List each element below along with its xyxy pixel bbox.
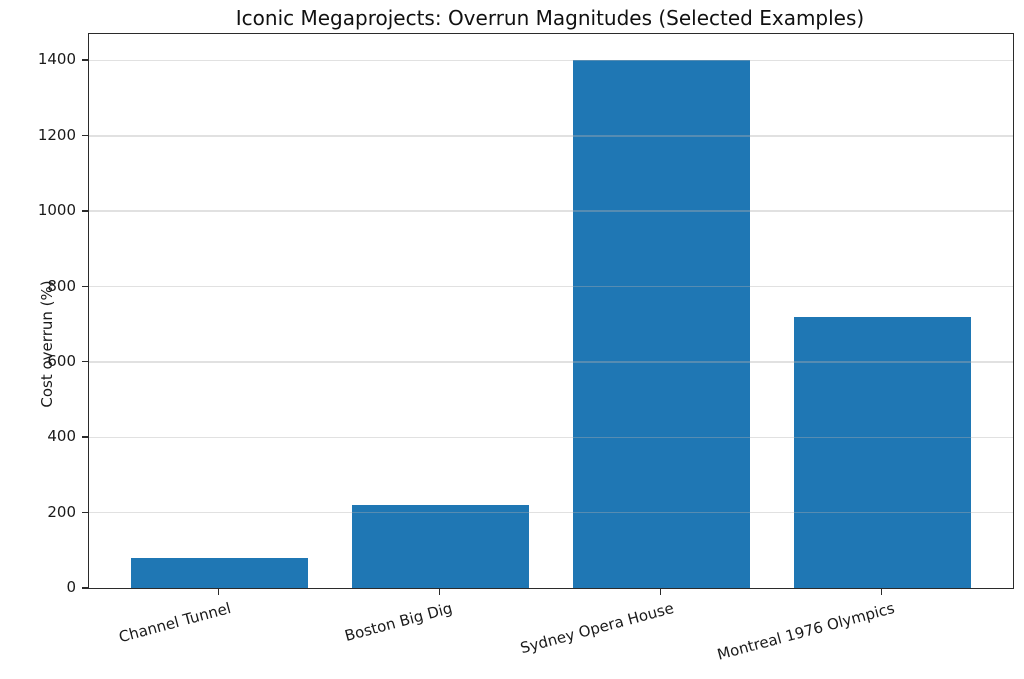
y-tick-label: 200 xyxy=(47,502,76,521)
y-tick-label: 600 xyxy=(47,351,76,370)
plot-area: Cost overrun (%) xyxy=(38,33,1014,589)
y-tick-mark xyxy=(82,59,88,61)
y-tick-mark xyxy=(82,436,88,438)
y-tick-label: 1400 xyxy=(37,50,76,69)
bar-montreal-1976-olympics xyxy=(794,316,971,588)
bar-channel-tunnel xyxy=(131,557,308,588)
y-tick-mark xyxy=(82,285,88,287)
y-gridline xyxy=(89,361,1013,363)
y-tick-label: 0 xyxy=(66,578,76,596)
x-tick-label: Montreal 1976 Olympics xyxy=(714,599,897,664)
y-tick-mark xyxy=(82,210,88,212)
x-tick-label: Sydney Opera House xyxy=(517,599,676,658)
y-gridline xyxy=(89,135,1013,137)
y-gridline xyxy=(89,59,1013,62)
y-tick-mark xyxy=(82,134,88,137)
y-gridline xyxy=(89,436,1013,438)
y-gridline xyxy=(89,285,1013,288)
x-tick-mark xyxy=(438,588,441,595)
y-gridline xyxy=(89,210,1013,212)
x-tick-mark xyxy=(880,588,883,595)
x-tick-mark xyxy=(217,588,220,595)
y-tick-label: 800 xyxy=(47,276,76,295)
x-tick-mark xyxy=(659,588,662,595)
y-tick-mark xyxy=(82,511,88,514)
y-gridline xyxy=(89,511,1013,514)
y-tick-mark xyxy=(82,587,88,589)
y-axis-label: Cost overrun (%) xyxy=(38,280,56,408)
bar-boston-big-dig xyxy=(352,505,529,588)
chart-title: Iconic Megaprojects: Overrun Magnitudes … xyxy=(235,6,865,30)
y-tick-label: 400 xyxy=(47,427,76,446)
bar-sydney-opera-house xyxy=(573,60,750,588)
y-tick-label: 1000 xyxy=(37,201,76,220)
y-tick-mark xyxy=(82,360,88,363)
y-tick-label: 1200 xyxy=(37,125,76,144)
x-tick-label: Boston Big Dig xyxy=(342,599,455,646)
x-tick-label: Channel Tunnel xyxy=(117,599,234,647)
